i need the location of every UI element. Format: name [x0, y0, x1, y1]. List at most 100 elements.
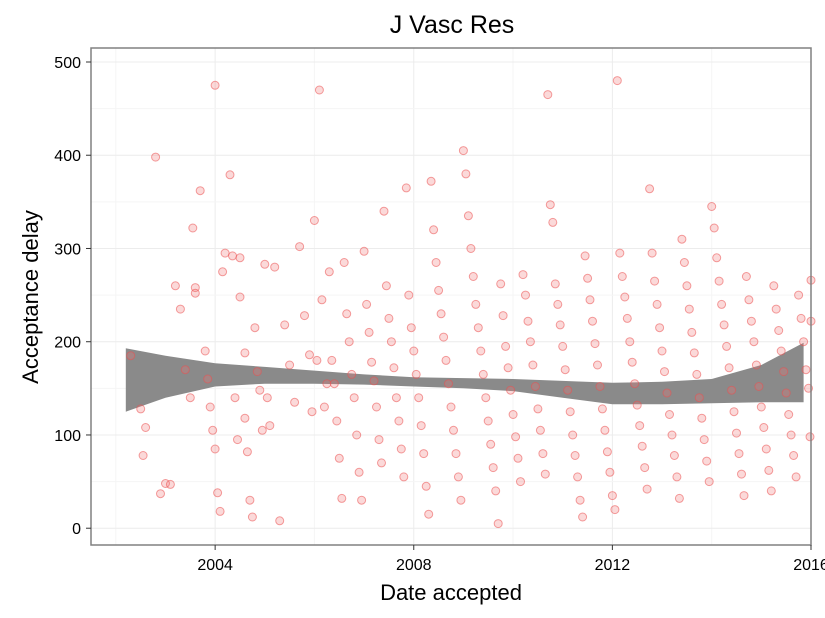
data-point: [583, 273, 593, 283]
data-point: [665, 410, 674, 419]
data-point: [180, 365, 190, 375]
smooth-band-layer: [125, 342, 804, 412]
data-point: [766, 486, 776, 496]
data-point: [369, 376, 379, 386]
x-tick-label: 2012: [595, 557, 631, 574]
data-point: [404, 290, 414, 300]
data-point: [602, 447, 612, 457]
data-point: [334, 453, 344, 463]
data-point: [498, 311, 508, 321]
data-point: [734, 449, 744, 459]
data-point: [352, 430, 362, 440]
data-point: [521, 290, 530, 300]
data-point: [784, 410, 794, 419]
data-point: [540, 469, 550, 479]
chart-title: J Vasc Res: [390, 11, 515, 39]
data-point: [205, 402, 215, 412]
data-point: [431, 258, 441, 267]
data-point: [220, 248, 230, 258]
data-point: [379, 206, 389, 216]
x-tick-label: 2016: [793, 557, 825, 574]
data-point: [672, 472, 682, 482]
data-point: [233, 435, 242, 445]
data-point: [476, 346, 486, 356]
data-point: [255, 385, 265, 395]
data-point: [332, 416, 342, 426]
data-point: [389, 363, 399, 373]
data-point: [600, 425, 610, 435]
data-point: [632, 400, 642, 410]
data-point: [424, 509, 434, 519]
x-tick-label: 2008: [396, 557, 432, 574]
data-point: [481, 393, 491, 403]
data-point: [682, 281, 692, 291]
data-point: [314, 85, 324, 95]
data-point: [434, 285, 444, 295]
data-point: [503, 363, 513, 373]
y-axis-title: Acceptance delay: [18, 210, 43, 384]
data-point: [719, 320, 729, 330]
data-point: [339, 258, 349, 267]
data-point: [175, 304, 185, 314]
data-point: [605, 467, 615, 477]
data-point: [319, 402, 329, 412]
data-point: [247, 512, 257, 522]
data-point: [776, 346, 786, 356]
data-point: [590, 339, 600, 349]
data-point: [585, 295, 595, 305]
data-point: [262, 393, 272, 403]
data-point: [357, 495, 367, 505]
smooth-confidence-band: [125, 342, 804, 412]
data-point: [573, 472, 583, 482]
y-axis: 0 100 200 300 400 500: [54, 55, 91, 538]
data-point: [210, 80, 220, 90]
data-point: [791, 472, 801, 482]
data-point: [218, 267, 228, 277]
data-point: [687, 327, 697, 337]
data-point: [737, 469, 746, 479]
data-point: [491, 486, 501, 496]
data-point: [327, 355, 337, 365]
data-point: [805, 432, 815, 442]
y-tick-label: 100: [54, 428, 81, 445]
data-point: [545, 200, 555, 210]
data-point: [188, 223, 198, 233]
data-point: [588, 316, 597, 326]
data-point: [235, 253, 245, 263]
data-point: [329, 379, 339, 389]
data-point: [774, 326, 784, 335]
data-point: [622, 313, 632, 323]
data-point: [799, 337, 809, 347]
data-point: [722, 341, 732, 351]
data-point: [570, 451, 580, 460]
data-point: [414, 393, 424, 403]
data-point: [235, 292, 245, 302]
data-point: [578, 512, 588, 522]
data-point: [739, 491, 749, 501]
data-point: [449, 425, 458, 435]
data-point: [466, 244, 476, 253]
data-point: [411, 369, 421, 379]
data-point: [406, 323, 416, 333]
data-point: [496, 279, 506, 289]
data-point: [555, 320, 565, 330]
data-point: [746, 316, 756, 326]
data-point: [478, 369, 488, 379]
data-point: [543, 90, 553, 100]
data-point: [483, 416, 493, 426]
data-point: [744, 295, 754, 305]
data-point: [756, 402, 766, 412]
data-point: [630, 379, 640, 389]
data-point: [729, 407, 739, 417]
data-point: [560, 365, 570, 375]
data-point: [550, 279, 560, 289]
data-point: [727, 385, 737, 395]
data-point: [359, 246, 369, 256]
data-point: [674, 493, 684, 503]
data-point: [384, 313, 394, 323]
data-point: [506, 385, 516, 395]
data-point: [463, 211, 473, 221]
data-point: [655, 323, 665, 333]
data-point: [714, 276, 724, 286]
